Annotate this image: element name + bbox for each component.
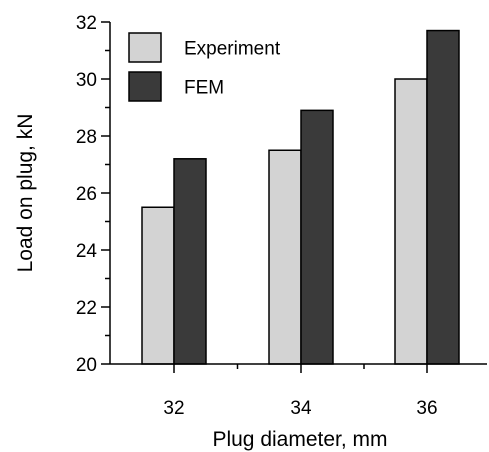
bar-experiment-34: [268, 149, 302, 365]
bar-experiment-36: [394, 78, 428, 365]
bar-fem-34: [300, 109, 334, 365]
bar-fem-36: [426, 29, 460, 365]
legend-swatch-experiment: [128, 32, 162, 63]
y-tick-label: 26: [76, 184, 97, 205]
y-tick-label: 32: [76, 13, 97, 34]
labels-layer: 20 22 24 26 28 30 32 32 34 36 Plug diameter, mm Loa…: [14, 13, 438, 451]
legend: Experiment FEM: [128, 32, 281, 102]
y-tick-label: 28: [76, 127, 97, 148]
bars-layer: [141, 29, 460, 365]
y-tick-label: 24: [76, 241, 98, 262]
x-tick-label: 32: [163, 398, 184, 419]
y-tick-label: 20: [76, 355, 97, 376]
x-axis-title: Plug diameter, mm: [212, 428, 387, 451]
bar-experiment-32: [141, 206, 175, 365]
legend-label-fem: FEM: [184, 78, 224, 99]
x-tick-label: 34: [290, 398, 312, 419]
axes-layer: [101, 21, 487, 373]
bar-fem-32: [173, 158, 207, 365]
y-tick-label: 30: [76, 70, 97, 91]
x-tick-label: 36: [416, 398, 437, 419]
y-tick-label: 22: [76, 298, 97, 319]
legend-swatch-fem: [128, 71, 162, 102]
y-axis-title: Load on plug, kN: [14, 114, 37, 273]
legend-label-experiment: Experiment: [184, 39, 281, 60]
